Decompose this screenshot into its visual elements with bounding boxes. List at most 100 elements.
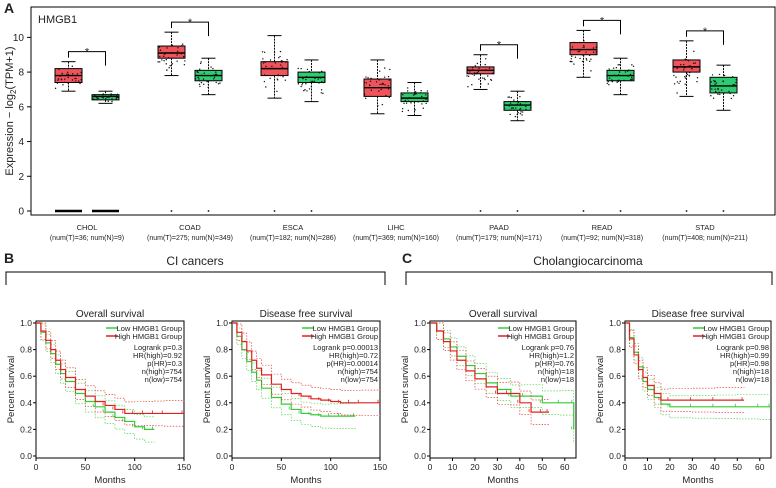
data-point [78, 80, 80, 82]
data-point [400, 96, 403, 99]
km-legend-label: Low HMGB1 Group [313, 324, 378, 333]
data-point [425, 98, 427, 100]
data-point [471, 73, 473, 75]
km-y-tick-label: 0.0 [609, 451, 621, 461]
data-point [168, 67, 170, 69]
data-point [680, 63, 682, 66]
data-point [74, 77, 76, 80]
data-point [503, 107, 506, 110]
data-point [516, 113, 518, 116]
data-point [56, 82, 59, 84]
data-point [714, 81, 716, 83]
data-point [370, 89, 373, 91]
data-point [158, 46, 161, 48]
data-point [117, 96, 119, 99]
data-point [519, 108, 521, 111]
data-point [61, 74, 64, 76]
km-y-tick-label: 1.0 [20, 318, 32, 328]
data-point [271, 65, 273, 67]
data-point [380, 88, 382, 91]
data-point [592, 51, 595, 53]
significance-bracket [480, 44, 518, 59]
km-stat: p(HR)=0.98 [730, 359, 769, 368]
data-point [684, 77, 687, 79]
data-point [678, 82, 680, 85]
data-point [111, 98, 113, 100]
data-point [710, 81, 712, 83]
data-point [197, 71, 199, 74]
data-point [387, 75, 390, 78]
data-point [203, 72, 205, 74]
km-x-tick-label: 0 [623, 462, 628, 472]
data-point [176, 50, 179, 53]
data-point [631, 76, 633, 79]
data-point [303, 89, 305, 92]
km-x-tick-label: 150 [373, 462, 387, 472]
data-point [311, 80, 314, 83]
data-point [691, 68, 693, 70]
data-point [696, 80, 698, 83]
data-point [515, 107, 517, 109]
data-point [308, 88, 311, 90]
data-point [718, 73, 721, 76]
data-point [176, 54, 178, 56]
km-ylabel: Percent survival [6, 356, 17, 424]
data-point [606, 82, 608, 85]
significance-bracket [171, 21, 209, 37]
data-point [466, 75, 468, 77]
data-point [59, 75, 61, 77]
data-point [116, 93, 119, 96]
data-point [167, 56, 170, 59]
data-point [314, 77, 316, 80]
data-point [212, 68, 214, 70]
data-point [387, 88, 390, 90]
data-point [582, 46, 584, 49]
significance-bracket [583, 19, 621, 35]
data-point [320, 89, 323, 91]
data-point [490, 79, 493, 81]
data-point [631, 78, 634, 80]
data-point [731, 76, 734, 78]
data-point [92, 98, 94, 100]
data-point [71, 73, 74, 75]
data-point [689, 71, 691, 74]
data-point [265, 86, 267, 88]
data-point [521, 111, 524, 113]
data-point [570, 60, 572, 63]
data-point [529, 106, 532, 109]
data-point [611, 79, 613, 81]
data-point [95, 96, 98, 98]
data-point [715, 82, 718, 84]
category-sublabel: (num(T)=182; num(N)=286) [250, 235, 336, 242]
data-point [297, 83, 300, 85]
panel-c-bracket [405, 271, 773, 285]
data-point [612, 67, 615, 69]
data-point [286, 59, 288, 61]
data-point [112, 95, 114, 97]
y-tick-label: 8 [18, 68, 24, 79]
data-point [420, 95, 423, 98]
data-point [673, 74, 675, 77]
data-point [388, 96, 390, 99]
km-x-tick-label: 0 [428, 462, 433, 472]
data-point [363, 82, 366, 84]
data-point [525, 105, 527, 108]
km-x-tick-label: 50 [81, 462, 91, 472]
data-point [67, 73, 70, 75]
category-sublabel: (num(T)=275; num(N)=349) [147, 235, 233, 242]
km-xlabel: Months [682, 475, 713, 486]
data-point [406, 98, 409, 100]
data-point [484, 63, 486, 66]
data-point [571, 60, 573, 63]
data-point [630, 79, 632, 81]
data-point [618, 79, 620, 81]
data-point [519, 96, 521, 98]
km-frame [624, 320, 772, 459]
data-point [263, 74, 266, 76]
data-point [212, 74, 215, 76]
data-point [722, 80, 725, 83]
data-point [477, 70, 480, 73]
panel-a-label: A [4, 0, 14, 16]
data-point [507, 96, 509, 98]
